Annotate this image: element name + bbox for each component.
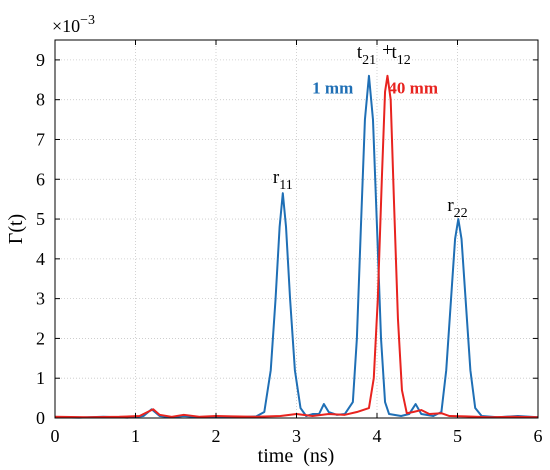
- annotation-r22: r22: [447, 195, 467, 221]
- annotation-plus: +: [382, 40, 393, 61]
- y-tick-label: 1: [36, 368, 45, 388]
- axis-ticks: 0 1 2 3 4 5 6 0 1 2 3 4 5 6 7 8 9: [36, 40, 543, 446]
- x-tick-label: 5: [453, 426, 462, 446]
- annotation-legend-40mm: 40 mm: [388, 79, 438, 98]
- annotation-r11: r11: [273, 167, 293, 193]
- x-tick-label: 6: [534, 426, 543, 446]
- y-tick-label: 5: [36, 209, 45, 229]
- y-tick-label: 7: [36, 129, 45, 149]
- x-tick-label: 3: [292, 426, 301, 446]
- x-tick-label: 0: [51, 426, 60, 446]
- x-tick-label: 2: [212, 426, 221, 446]
- x-tick-label: 4: [373, 426, 382, 446]
- peak-annotations: r11 t21 +t12 r22 1 mm 40 mm: [273, 40, 468, 221]
- annotation-t12: t12: [392, 42, 411, 68]
- annotation-t21: t21: [357, 42, 376, 68]
- y-tick-label: 6: [36, 169, 45, 189]
- y-tick-label: 4: [36, 249, 45, 269]
- y-tick-label: 8: [36, 90, 45, 110]
- y-tick-label: 9: [36, 50, 45, 70]
- annotation-legend-1mm: 1 mm: [312, 79, 353, 98]
- series-line-40-mm: [54, 74, 539, 419]
- x-tick-label: 1: [131, 426, 140, 446]
- y-axis-label: Γ(t): [5, 214, 27, 244]
- y-tick-label: 2: [36, 328, 45, 348]
- y-exponent: ×10−3: [52, 13, 95, 36]
- y-tick-label: 0: [36, 408, 45, 428]
- y-tick-label: 3: [36, 289, 45, 309]
- x-axis-label: time (ns): [258, 445, 335, 467]
- data-series: [54, 74, 539, 419]
